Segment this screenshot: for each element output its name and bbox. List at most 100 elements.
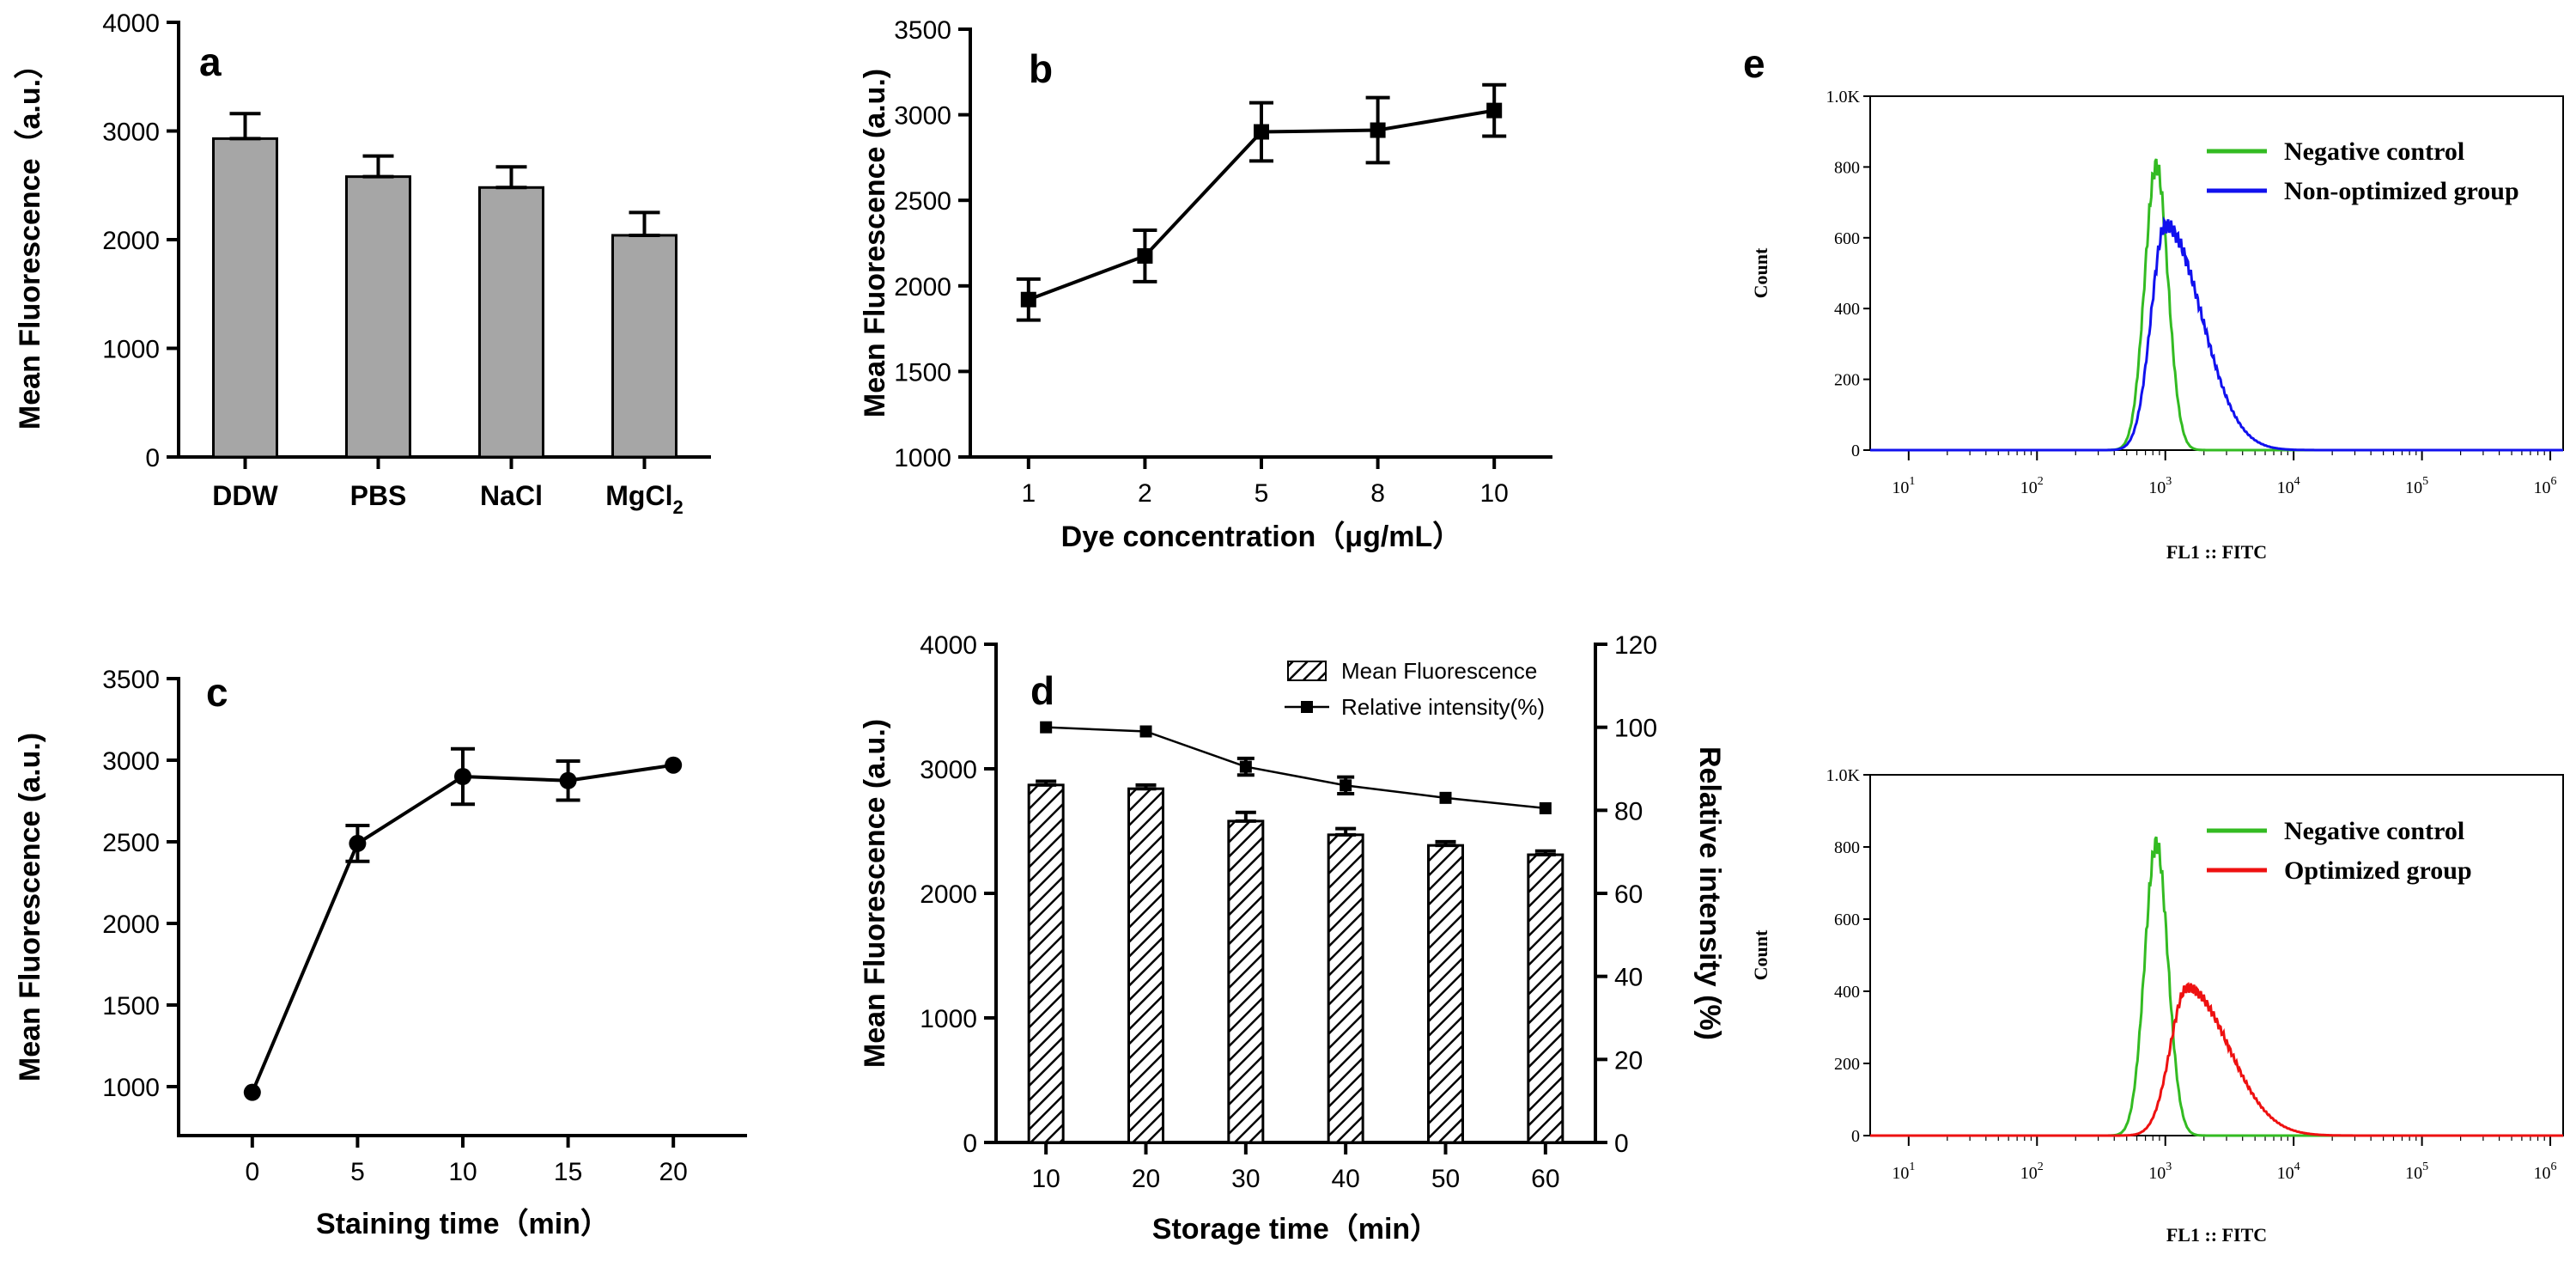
y-tick-label-top: 1.0K xyxy=(1826,766,1861,785)
data-point-10 xyxy=(454,768,471,785)
x-tick-exponent: 6 xyxy=(2551,475,2557,488)
legend-label-line: Relative intensity(%) xyxy=(1341,694,1545,720)
x-tick-exponent: 5 xyxy=(2422,1160,2428,1173)
bar-error-60 xyxy=(1534,849,1556,857)
x-tick-label: 20 xyxy=(1132,1165,1160,1193)
y-tick-label: 1000 xyxy=(102,1074,160,1102)
line-point-10 xyxy=(1040,721,1053,734)
x-tick-base: 10 xyxy=(2405,478,2422,497)
data-point-0 xyxy=(243,1083,261,1101)
histogram-curve-2 xyxy=(1870,982,2563,1137)
x-tick-exponent: 1 xyxy=(1909,1160,1915,1173)
error-bar-MgCl2 xyxy=(629,210,660,237)
x-tick-label: 104 xyxy=(2277,475,2300,497)
x-tick-label: 8 xyxy=(1370,479,1385,508)
line-point-60 xyxy=(1539,801,1552,814)
x-tick-label: 60 xyxy=(1531,1165,1559,1193)
line-point-20 xyxy=(1139,725,1152,738)
x-tick-base: 10 xyxy=(2534,478,2551,497)
y2-tick-label: 100 xyxy=(1614,715,1657,743)
x-category-label: NaCl xyxy=(480,480,543,511)
bar-error-40 xyxy=(1335,826,1357,837)
y-tick-label: 2500 xyxy=(894,187,951,216)
bar-20 xyxy=(1127,787,1164,1144)
y-tick-label: 400 xyxy=(1834,983,1860,1002)
x-tick-label: 10 xyxy=(448,1158,477,1186)
legend-label-2: Optimized group xyxy=(2284,856,2472,885)
y-tick-label: 4000 xyxy=(102,9,160,38)
panel-label-b: b xyxy=(1029,46,1053,91)
y-tick-label: 3000 xyxy=(102,119,160,147)
x-tick-label: 105 xyxy=(2405,475,2428,497)
y2-tick-label: 120 xyxy=(1614,631,1657,660)
panel-label-e: e xyxy=(1743,41,1765,86)
y-tick-label: 3000 xyxy=(102,747,160,776)
panel-a-chart: 0 1000 2000 3000 4000 DDW PBS NaCl MgCl2 a Mean Fl… xyxy=(13,9,711,518)
y-tick-label: 0 xyxy=(1851,1127,1860,1146)
x-tick-exponent: 3 xyxy=(2166,475,2172,488)
x-axis-title: Storage time（min） xyxy=(1152,1212,1439,1246)
x-tick-exponent: 2 xyxy=(2038,475,2044,488)
x-tick-base: 10 xyxy=(2534,1164,2551,1183)
legend-swatch-marker xyxy=(1301,701,1313,713)
panel-label-c: c xyxy=(206,670,228,715)
bar-NaCl xyxy=(478,186,544,459)
bar-50 xyxy=(1427,844,1464,1144)
x-tick-label: 5 xyxy=(1255,479,1269,508)
relative-intensity-line xyxy=(1046,726,1546,810)
y-tick-label: 1000 xyxy=(920,1005,977,1033)
data-point-5 xyxy=(349,834,367,852)
panel-b-chart: 1000 1500 2000 2500 3000 3500 1 2 5 8 10 b Dye conce… xyxy=(859,16,1552,553)
data-point-2 xyxy=(1137,247,1153,264)
x-tick-label: 10 xyxy=(1031,1165,1060,1193)
y-tick-label: 600 xyxy=(1834,911,1860,929)
x-tick-base: 10 xyxy=(2020,478,2038,497)
bar-60 xyxy=(1527,853,1564,1144)
y-tick-label: 2500 xyxy=(102,829,160,857)
bar-DDW xyxy=(212,137,278,459)
data-point-5 xyxy=(1254,124,1269,140)
x-tick-label: 102 xyxy=(2020,475,2044,497)
x-category-label: DDW xyxy=(212,480,278,511)
bar-MgCl2 xyxy=(611,234,677,459)
histogram-curve-2 xyxy=(1870,216,2563,452)
y-axis-title: Mean Fluorescence (a.u.) xyxy=(14,733,46,1081)
x-axis-title: Staining time（min） xyxy=(316,1207,610,1240)
y-tick-label: 0 xyxy=(145,444,160,472)
bar-PBS xyxy=(345,175,411,459)
legend-label-2: Non-optimized group xyxy=(2284,177,2519,205)
y-tick-label: 3000 xyxy=(894,102,951,131)
y-tick-label: 400 xyxy=(1834,300,1860,319)
y-tick-label: 4000 xyxy=(920,631,977,660)
y2-tick-label: 20 xyxy=(1614,1046,1643,1075)
line-point-40 xyxy=(1340,779,1352,792)
legend: Mean Fluorescence Relative intensity(%) xyxy=(1285,658,1545,720)
bar-error-50 xyxy=(1435,839,1456,848)
panel-d-chart: 0 1000 2000 3000 4000 0 20 40 60 80 100 120 10 20 30 40… xyxy=(859,631,1726,1246)
y-axis-title: Mean Fluorescence (a.u.) xyxy=(859,69,891,417)
y-tick-label: 2000 xyxy=(102,911,160,939)
x-tick-label: 30 xyxy=(1231,1165,1260,1193)
y-tick-label: 0 xyxy=(963,1130,977,1158)
panel-c-chart: 1000 1500 2000 2500 3000 3500 0 5 10 15 20 c Stainin… xyxy=(14,666,747,1240)
y-tick-label: 3500 xyxy=(102,666,160,694)
x-tick-label: 102 xyxy=(2020,1160,2044,1183)
data-point-10 xyxy=(1486,102,1503,119)
x-tick-base: 10 xyxy=(2277,478,2294,497)
y-tick-label: 1000 xyxy=(894,444,951,472)
x-tick-exponent: 6 xyxy=(2551,1160,2557,1173)
y-tick-label: 800 xyxy=(1834,158,1860,177)
y2-tick-label: 80 xyxy=(1614,797,1643,825)
y-tick-label: 200 xyxy=(1834,1055,1860,1074)
y-tick-label: 3000 xyxy=(920,756,977,784)
line-point-30 xyxy=(1239,760,1252,773)
x-tick-label: 10 xyxy=(1480,479,1509,508)
panel-label-d: d xyxy=(1030,668,1054,713)
x-tick-label: 101 xyxy=(1892,475,1915,497)
y-axis-title: Count xyxy=(1750,247,1771,298)
legend-label-bars: Mean Fluorescence xyxy=(1341,658,1537,684)
x-category-label: PBS xyxy=(350,480,407,511)
x-axis-title: FL1 :: FITC xyxy=(2166,541,2267,563)
